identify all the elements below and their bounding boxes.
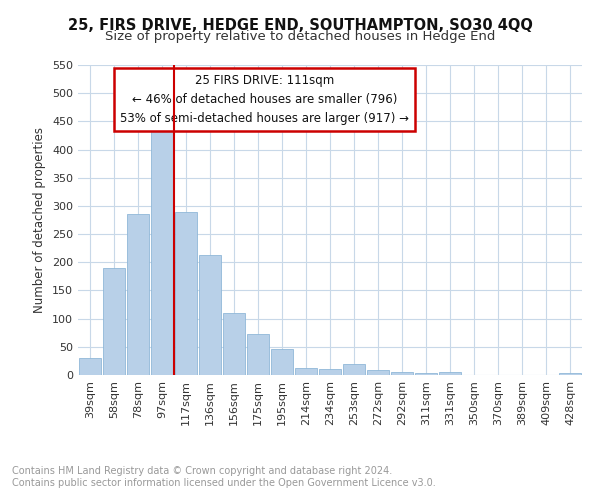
Bar	[415, 374, 437, 375]
Bar	[175, 212, 197, 375]
Text: 25 FIRS DRIVE: 111sqm
← 46% of detached houses are smaller (796)
53% of semi-det: 25 FIRS DRIVE: 111sqm ← 46% of detached …	[120, 74, 409, 126]
Bar	[127, 214, 149, 375]
Text: Size of property relative to detached houses in Hedge End: Size of property relative to detached ho…	[105, 30, 495, 43]
Y-axis label: Number of detached properties: Number of detached properties	[34, 127, 46, 313]
Bar	[439, 372, 461, 375]
Bar	[79, 358, 101, 375]
Bar	[367, 370, 389, 375]
Bar	[295, 368, 317, 375]
Text: Contains HM Land Registry data © Crown copyright and database right 2024.
Contai: Contains HM Land Registry data © Crown c…	[12, 466, 436, 487]
Bar	[391, 372, 413, 375]
Bar	[223, 313, 245, 375]
Bar	[343, 364, 365, 375]
Bar	[319, 369, 341, 375]
Bar	[199, 255, 221, 375]
Bar	[247, 334, 269, 375]
Bar	[103, 268, 125, 375]
Bar	[271, 349, 293, 375]
Bar	[559, 374, 581, 375]
Text: 25, FIRS DRIVE, HEDGE END, SOUTHAMPTON, SO30 4QQ: 25, FIRS DRIVE, HEDGE END, SOUTHAMPTON, …	[68, 18, 532, 32]
Bar	[151, 116, 173, 375]
